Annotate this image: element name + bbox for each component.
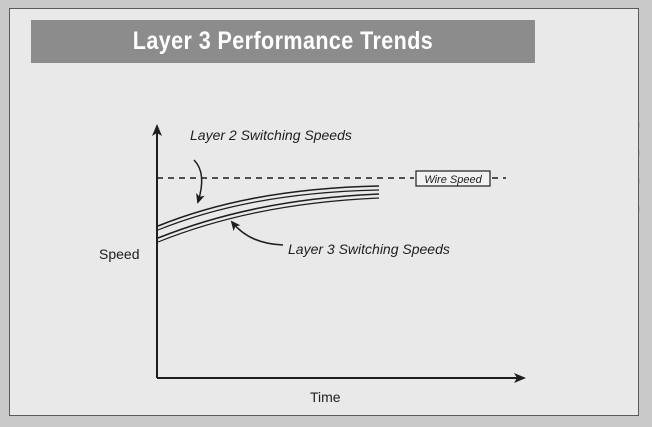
layer3-speed-curve (157, 193, 380, 239)
layer2-speed-curve-inner (157, 189, 380, 231)
layer2-curve-label: Layer 2 Switching Speeds (190, 127, 352, 143)
x-axis-label: Time (310, 389, 341, 405)
y-axis-label: Speed (99, 246, 139, 262)
layer2-label-pointer (193, 159, 205, 204)
layer3-curve-label: Layer 3 Switching Speeds (288, 241, 450, 257)
figure-title: Layer 3 Performance Trends (31, 20, 535, 63)
wire-speed-label: Wire Speed (424, 174, 482, 186)
wire-speed-label-box (415, 170, 491, 187)
layer3-label-pointer (230, 220, 284, 246)
layer2-speed-curve (157, 185, 380, 227)
figure-frame (9, 8, 639, 416)
layer3-speed-curve-inner (157, 197, 380, 243)
